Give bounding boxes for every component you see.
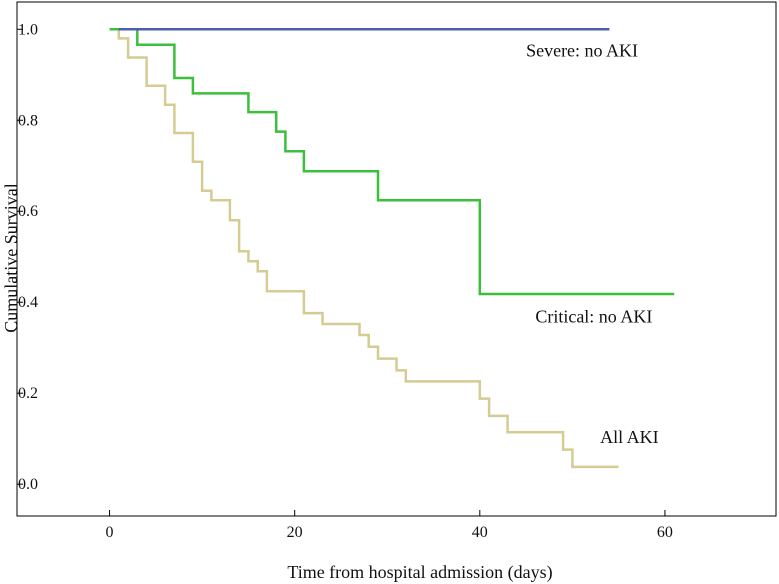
- series-label-all-aki: All AKI: [600, 427, 659, 447]
- series-lines: [109, 28, 675, 469]
- series-line-all-aki: [109, 28, 619, 469]
- x-tick-label: 60: [657, 524, 673, 541]
- series-line-critical-no-aki: [109, 28, 675, 296]
- y-tick-label: 0.6: [18, 203, 38, 220]
- x-tick-label: 40: [472, 524, 488, 541]
- y-axis-title: Cumulative Survival: [1, 183, 21, 332]
- plot-frame: [16, 1, 777, 517]
- series-label-severe-no-aki: Severe: no AKI: [526, 41, 638, 61]
- series-labels: Severe: no AKI Critical: no AKI All AKI: [526, 41, 659, 448]
- series-label-critical-no-aki: Critical: no AKI: [535, 307, 652, 327]
- x-axis-ticks: 0 20 40 60: [106, 510, 673, 541]
- x-tick-label: 0: [106, 524, 114, 541]
- y-tick-label: 0.2: [18, 385, 38, 402]
- y-axis-ticks: 0.0 0.2 0.4 0.6 0.8 1.0: [17, 21, 38, 493]
- y-tick-label: 0.8: [18, 112, 38, 129]
- x-axis-title: Time from hospital admission (days): [287, 562, 552, 583]
- y-tick-label: 0.0: [18, 476, 38, 493]
- y-tick-label: 1.0: [18, 21, 38, 38]
- y-tick-label: 0.4: [18, 294, 38, 311]
- x-tick-label: 20: [287, 524, 303, 541]
